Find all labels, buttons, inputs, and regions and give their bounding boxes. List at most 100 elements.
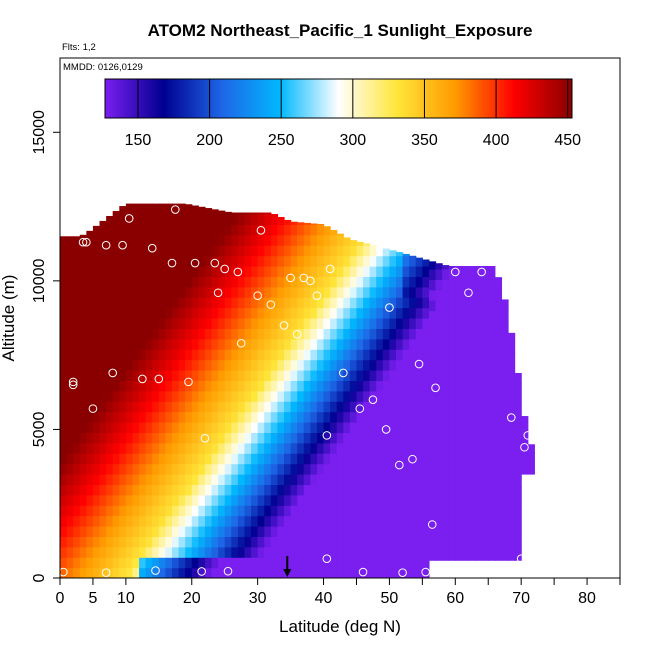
- heatmap-cell: [382, 401, 391, 413]
- heatmap-cell: [349, 526, 358, 537]
- heatmap-cell: [409, 494, 417, 506]
- heatmap-cell: [316, 224, 325, 236]
- heatmap-cell: [125, 286, 134, 298]
- heatmap-cell: [409, 370, 417, 381]
- heatmap-cell: [369, 453, 377, 465]
- heatmap-cell: [92, 474, 101, 485]
- heatmap-cell: [396, 370, 404, 381]
- heatmap-cell: [284, 401, 292, 413]
- heatmap-cell: [257, 255, 265, 267]
- heatmap-cell: [508, 393, 516, 405]
- heatmap-cell: [257, 484, 265, 496]
- heatmap-cell: [106, 297, 114, 309]
- heatmap-cell: [251, 546, 259, 558]
- heatmap-cell: [73, 276, 81, 288]
- heatmap-cell: [428, 310, 437, 322]
- heatmap-cell: [284, 245, 292, 257]
- heatmap-cell: [145, 307, 153, 319]
- heatmap-cell: [448, 279, 456, 291]
- heatmap-cell: [73, 432, 81, 444]
- heatmap-cell: [204, 474, 213, 485]
- heatmap-cell: [336, 297, 344, 309]
- heatmap-cell: [369, 328, 377, 340]
- heatmap-cell: [284, 546, 292, 558]
- heatmap-cell: [92, 338, 101, 350]
- heatmap-cell: [330, 411, 338, 423]
- heatmap-cell: [277, 453, 285, 465]
- heatmap-cell: [198, 422, 206, 433]
- heatmap-cell: [244, 546, 252, 558]
- heatmap-cell: [501, 331, 509, 343]
- observation-point: [108, 368, 118, 378]
- heatmap-cell: [376, 380, 384, 392]
- heatmap-cell: [158, 266, 167, 277]
- heatmap-cell: [396, 328, 404, 340]
- heatmap-cell: [172, 370, 180, 381]
- heatmap-cell: [442, 445, 450, 457]
- heatmap-cell: [178, 390, 186, 402]
- heatmap-cell: [303, 318, 311, 329]
- heatmap-cell: [198, 515, 206, 527]
- heatmap-cell: [316, 380, 325, 392]
- heatmap-cell: [389, 318, 397, 329]
- heatmap-cell: [139, 484, 147, 496]
- heatmap-cell: [257, 359, 265, 371]
- heatmap-cell: [297, 401, 305, 413]
- heatmap-cell: [178, 422, 186, 433]
- heatmap-cell: [211, 370, 219, 381]
- heatmap-cell: [158, 484, 167, 496]
- heatmap-cell: [224, 286, 232, 298]
- heatmap-cell: [204, 349, 213, 361]
- heatmap-cell: [461, 320, 470, 332]
- heatmap-cell: [231, 307, 239, 319]
- heatmap-cell: [204, 359, 213, 371]
- heatmap-cell: [165, 203, 173, 215]
- x-tick-label: 70: [512, 590, 530, 607]
- heatmap-cell: [323, 401, 331, 413]
- heatmap-cell: [396, 318, 404, 329]
- heatmap-cell: [79, 463, 87, 475]
- heatmap-cell: [185, 546, 193, 558]
- heatmap-cell: [343, 266, 351, 277]
- heatmap-cell: [290, 286, 298, 298]
- heatmap-cell: [211, 276, 219, 288]
- observation-point: [408, 454, 417, 464]
- heatmap-cell: [303, 453, 311, 465]
- heatmap-cell: [330, 484, 338, 496]
- heatmap-cell: [389, 286, 397, 298]
- heatmap-cell: [152, 276, 160, 288]
- heatmap-cell: [455, 518, 463, 530]
- heatmap-cell: [139, 505, 147, 517]
- heatmap-cell: [191, 474, 199, 485]
- heatmap-cell: [178, 297, 186, 309]
- heatmap-cell: [211, 422, 219, 433]
- heatmap-cell: [422, 474, 430, 485]
- heatmap-cell: [119, 307, 127, 319]
- heatmap-cell: [191, 453, 199, 465]
- heatmap-cell: [60, 546, 68, 558]
- heatmap-cell: [60, 338, 68, 350]
- heatmap-cell: [198, 297, 206, 309]
- heatmap-cell: [297, 453, 305, 465]
- heatmap-cell: [402, 422, 410, 433]
- heatmap-cell: [244, 463, 252, 475]
- heatmap-cell: [323, 390, 331, 402]
- heatmap-cell: [73, 255, 81, 267]
- heatmap-cell: [461, 393, 470, 405]
- heatmap-cell: [79, 422, 87, 433]
- heatmap-cell: [132, 463, 140, 475]
- heatmap-cell: [191, 224, 199, 236]
- heatmap-cell: [264, 255, 272, 267]
- heatmap-cell: [382, 422, 391, 433]
- heatmap-cell: [191, 370, 199, 381]
- heatmap-cell: [270, 234, 279, 246]
- heatmap-cell: [303, 401, 311, 413]
- heatmap-cell: [152, 203, 160, 215]
- heatmap-cell: [86, 266, 94, 277]
- heatmap-cell: [257, 224, 265, 236]
- heatmap-cell: [132, 307, 140, 319]
- heatmap-cell: [442, 383, 450, 395]
- heatmap-cell: [60, 536, 68, 548]
- heatmap-cell: [251, 318, 259, 329]
- heatmap-cell: [448, 310, 456, 322]
